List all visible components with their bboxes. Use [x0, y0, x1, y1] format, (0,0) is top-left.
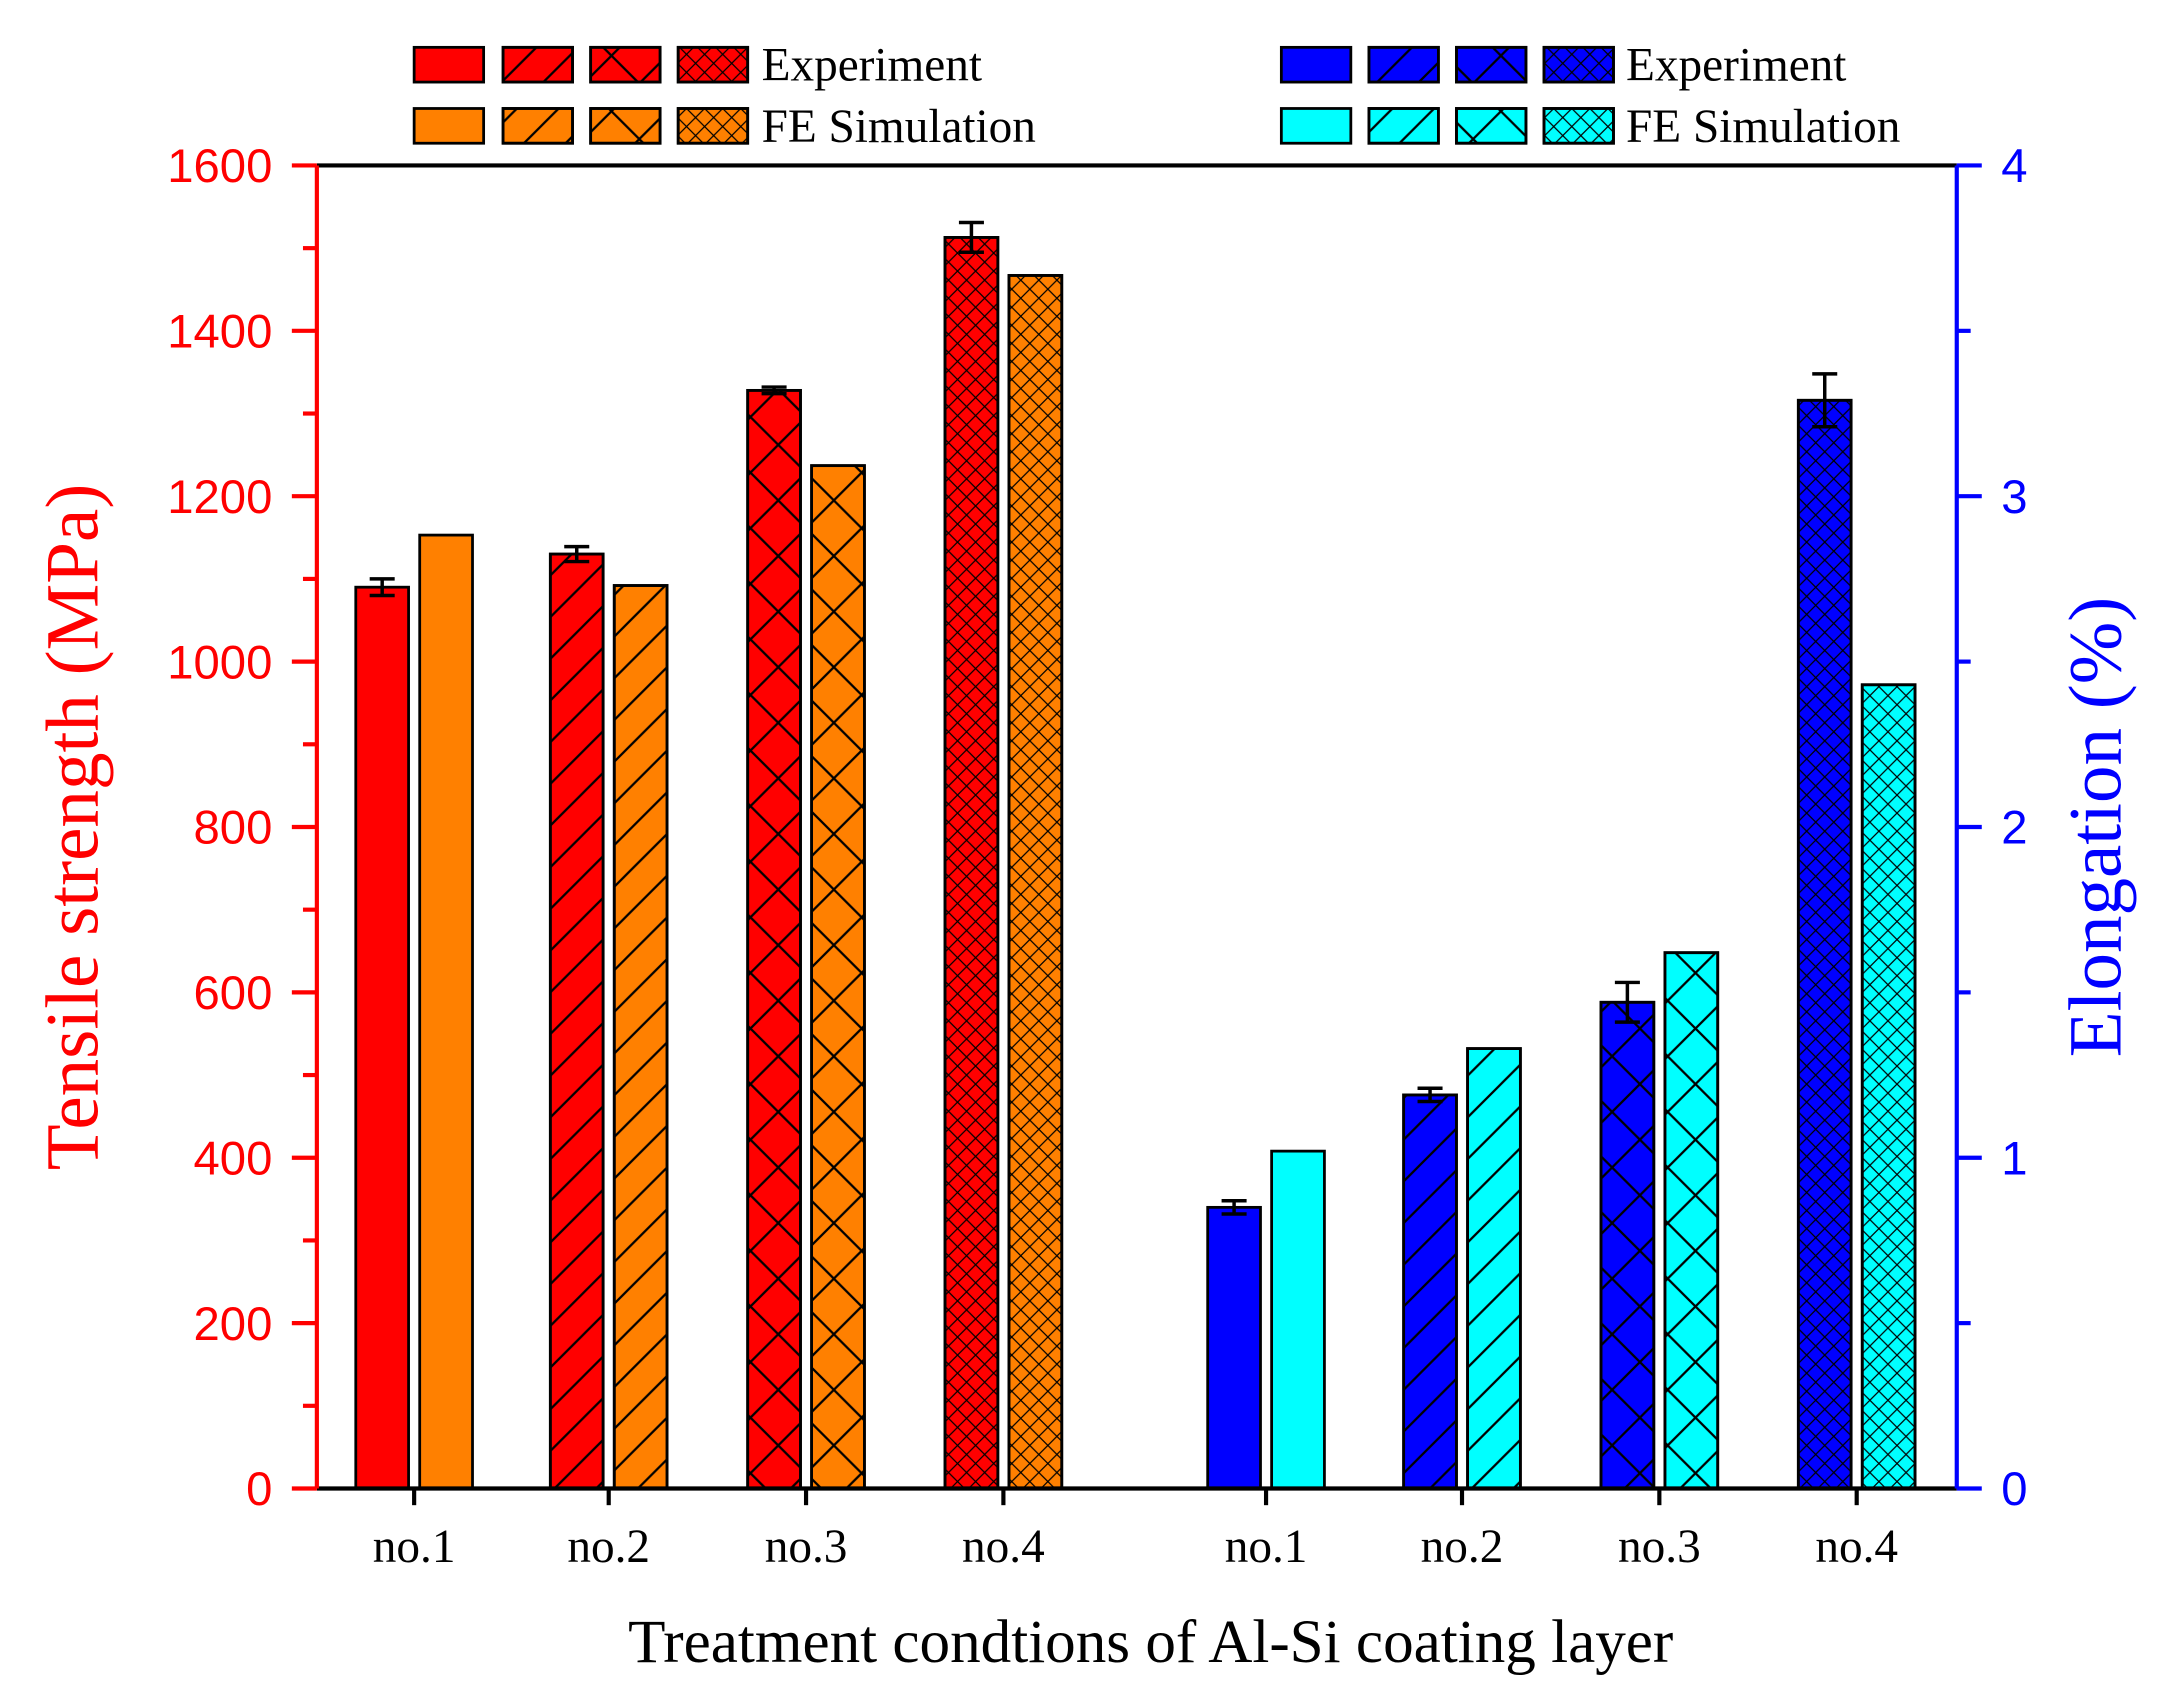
- error-bar: [564, 544, 590, 564]
- error-bar: [1812, 372, 1838, 429]
- error-bar: [958, 220, 984, 255]
- right-y-tick-label: 4: [2001, 140, 2027, 193]
- legend-swatch-solid: [412, 45, 486, 84]
- legend-label: Experiment: [762, 40, 982, 92]
- right-y-tick-label: 1: [2001, 1132, 2027, 1185]
- legend-swatch-solid: [412, 107, 486, 145]
- legend-swatch-hatch: [676, 45, 750, 84]
- error-bar: [761, 385, 787, 396]
- bar-hatch-pattern: [1860, 683, 1917, 1490]
- left-y-tick-label: 1000: [167, 636, 272, 689]
- x-tick-label: no.1: [1225, 1521, 1308, 1573]
- left-y-tick-label: 200: [194, 1298, 273, 1351]
- legend-swatch-solid: [1279, 45, 1353, 84]
- left-y-tick-label: 600: [194, 967, 273, 1020]
- x-tick-label: no.2: [1421, 1521, 1504, 1573]
- bar-hatch-pattern: [1466, 1047, 1522, 1490]
- legend-swatch-hatch: [589, 107, 662, 145]
- x-tick-label: no.3: [1618, 1521, 1701, 1573]
- bar-left-fe-simulation-no.1: [418, 533, 474, 1490]
- legend-label: FE Simulation: [1626, 101, 1900, 153]
- legend-swatch-solid: [1279, 107, 1353, 145]
- bar-hatch-pattern: [1402, 1093, 1458, 1490]
- x-tick-label: no.3: [765, 1521, 848, 1573]
- left-y-tick-label: 800: [194, 802, 273, 855]
- left-y-axis-title: Tensile strength (MPa): [31, 484, 114, 1171]
- legend-swatch-hatch: [676, 107, 750, 145]
- bar-hatch-pattern: [1796, 398, 1853, 1490]
- legend-swatch-hatch: [501, 45, 574, 84]
- bar-hatch-pattern: [1599, 1000, 1656, 1490]
- bar-hatch-pattern: [746, 388, 802, 1490]
- error-bar: [1221, 1199, 1247, 1216]
- bar-hatch-pattern: [1007, 274, 1064, 1490]
- bar-left-experiment-no.1: [354, 585, 410, 1490]
- left-y-tick-label: 1600: [167, 140, 272, 193]
- error-bar: [369, 577, 395, 598]
- right-y-tick-label: 3: [2001, 471, 2027, 524]
- legend-label: Experiment: [1626, 40, 1846, 92]
- bar-right-experiment-no.1: [1206, 1205, 1262, 1490]
- bar-hatch-pattern: [612, 584, 669, 1490]
- right-y-axis-title: Elongation (%): [2055, 597, 2138, 1057]
- bar-hatch-pattern: [943, 236, 1000, 1490]
- legend-swatch-hatch: [1367, 107, 1440, 145]
- error-bar: [1417, 1086, 1443, 1104]
- left-y-tick-label: 0: [246, 1463, 272, 1516]
- bar-hatch-pattern: [548, 552, 605, 1490]
- x-tick-label: no.4: [962, 1521, 1045, 1573]
- legend-swatch-hatch: [1542, 107, 1615, 145]
- x-axis-title: Treatment condtions of Al-Si coating lay…: [628, 1609, 1673, 1676]
- right-y-tick-label: 0: [2001, 1463, 2027, 1516]
- legend-swatch-hatch: [1542, 45, 1615, 84]
- legend-swatch-hatch: [589, 45, 662, 84]
- x-tick-label: no.2: [567, 1521, 650, 1573]
- error-bar: [1614, 980, 1640, 1024]
- bar-right-fe-simulation-no.1: [1270, 1149, 1326, 1490]
- legend: Experiment FE Simulation Experiment FE Simu…: [412, 40, 1900, 153]
- bar-hatch-pattern: [1663, 951, 1720, 1490]
- bar-hatch-pattern: [810, 464, 866, 1490]
- ticks-layer: no.1 no.2 no.3 no.4 no.1 no.2 no.3 no.4 0 200 400 6…: [167, 140, 2027, 1573]
- right-y-tick-label: 2: [2001, 802, 2027, 855]
- left-y-tick-label: 1400: [167, 306, 272, 359]
- legend-swatch-hatch: [501, 107, 574, 145]
- left-y-tick-label: 1200: [167, 471, 272, 524]
- x-tick-label: no.4: [1815, 1521, 1898, 1573]
- legend-swatch-hatch: [1455, 45, 1528, 84]
- legend-label: FE Simulation: [762, 101, 1036, 153]
- legend-swatch-hatch: [1367, 45, 1440, 84]
- bars-layer: [354, 220, 1917, 1490]
- left-y-tick-label: 400: [194, 1132, 273, 1185]
- legend-swatch-hatch: [1455, 107, 1528, 145]
- x-tick-label: no.1: [373, 1521, 456, 1573]
